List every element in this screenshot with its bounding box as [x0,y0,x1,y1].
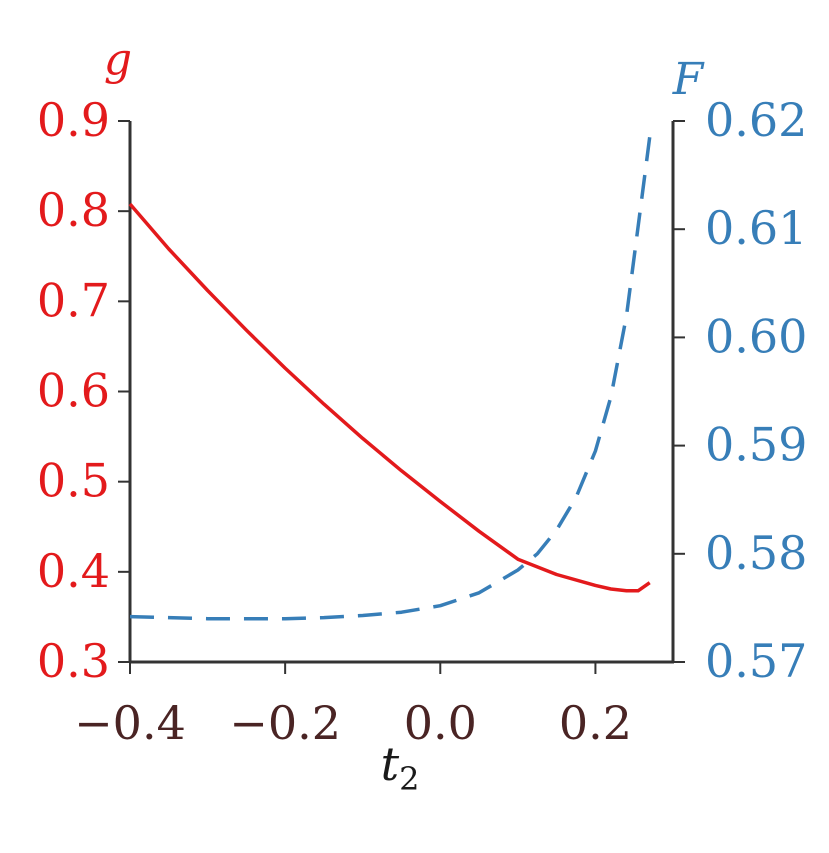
x-tick-label: −0.4 [74,696,186,750]
left-tick-label: 0.3 [37,634,110,688]
f-series-line [129,136,652,621]
left-tick-label: 0.7 [37,273,110,327]
x-axis-title-main: t [381,737,400,791]
right-tick-label: 0.57 [705,634,807,688]
right-tick-label: 0.60 [705,309,807,363]
right-axis-title: F [672,54,705,105]
right-tick-label: 0.61 [705,201,807,255]
left-tick-label: 0.4 [37,544,110,598]
x-tick-label: 0.0 [404,696,477,750]
axes: 0.3 0.4 0.5 0.6 0.7 0.8 0.9 0.57 0.58 0.59 0.60 0.6… [37,93,808,750]
left-axis-title: g [104,34,132,85]
right-tick-label: 0.62 [705,93,807,147]
left-tick-label: 0.6 [37,364,110,418]
series-layer [128,136,652,621]
right-tick-label: 0.59 [705,418,807,472]
left-tick-label: 0.9 [37,93,110,147]
x-axis-title-subscript: 2 [399,760,419,798]
x-axis-title: t2 [381,737,420,798]
g-series-line [128,202,651,593]
x-tick-label: −0.2 [229,696,341,750]
right-tick-label: 0.58 [705,526,807,580]
x-tick-label: 0.2 [559,696,632,750]
left-tick-label: 0.5 [37,454,110,508]
left-tick-label: 0.8 [37,183,110,237]
